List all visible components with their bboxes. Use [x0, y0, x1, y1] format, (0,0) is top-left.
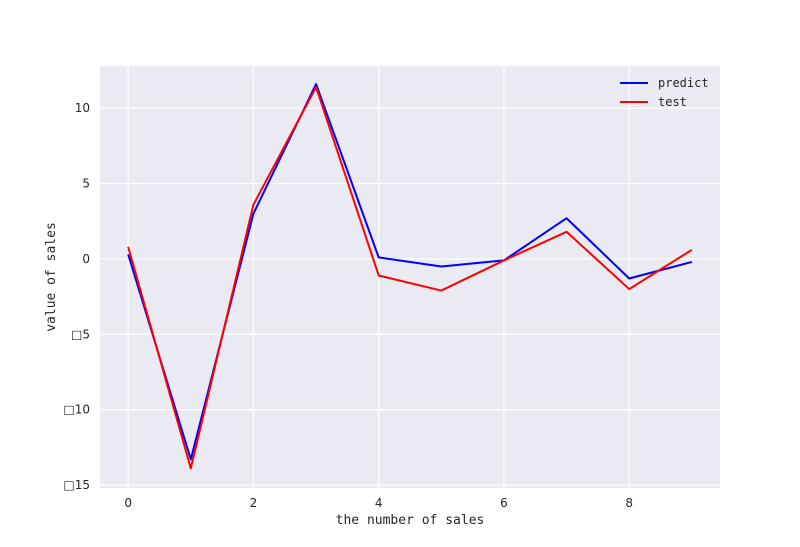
y-tick-label: 0 — [82, 252, 90, 266]
series-lines — [127, 83, 693, 470]
y-axis-label: value of sales — [44, 222, 59, 332]
tick-labels: 0 2 4 6 8 10 5 0 □5 □10 □15 — [63, 101, 633, 510]
x-axis-label: the number of sales — [336, 513, 485, 528]
y-tick-label: 5 — [82, 177, 90, 191]
x-tick-label: 8 — [625, 496, 633, 510]
series-line-test — [127, 86, 693, 470]
y-tick-label: □15 — [63, 478, 90, 492]
x-tick-label: 6 — [500, 496, 508, 510]
legend: predict test — [620, 76, 709, 109]
y-tick-label: □5 — [71, 327, 90, 341]
x-tick-label: 2 — [250, 496, 258, 510]
legend-label-test: test — [658, 95, 687, 109]
legend-label-predict: predict — [658, 76, 709, 90]
y-tick-label: □10 — [63, 403, 90, 417]
grid — [100, 66, 720, 488]
y-tick-label: 10 — [75, 101, 90, 115]
x-tick-label: 4 — [375, 496, 383, 510]
x-tick-label: 0 — [124, 496, 132, 510]
